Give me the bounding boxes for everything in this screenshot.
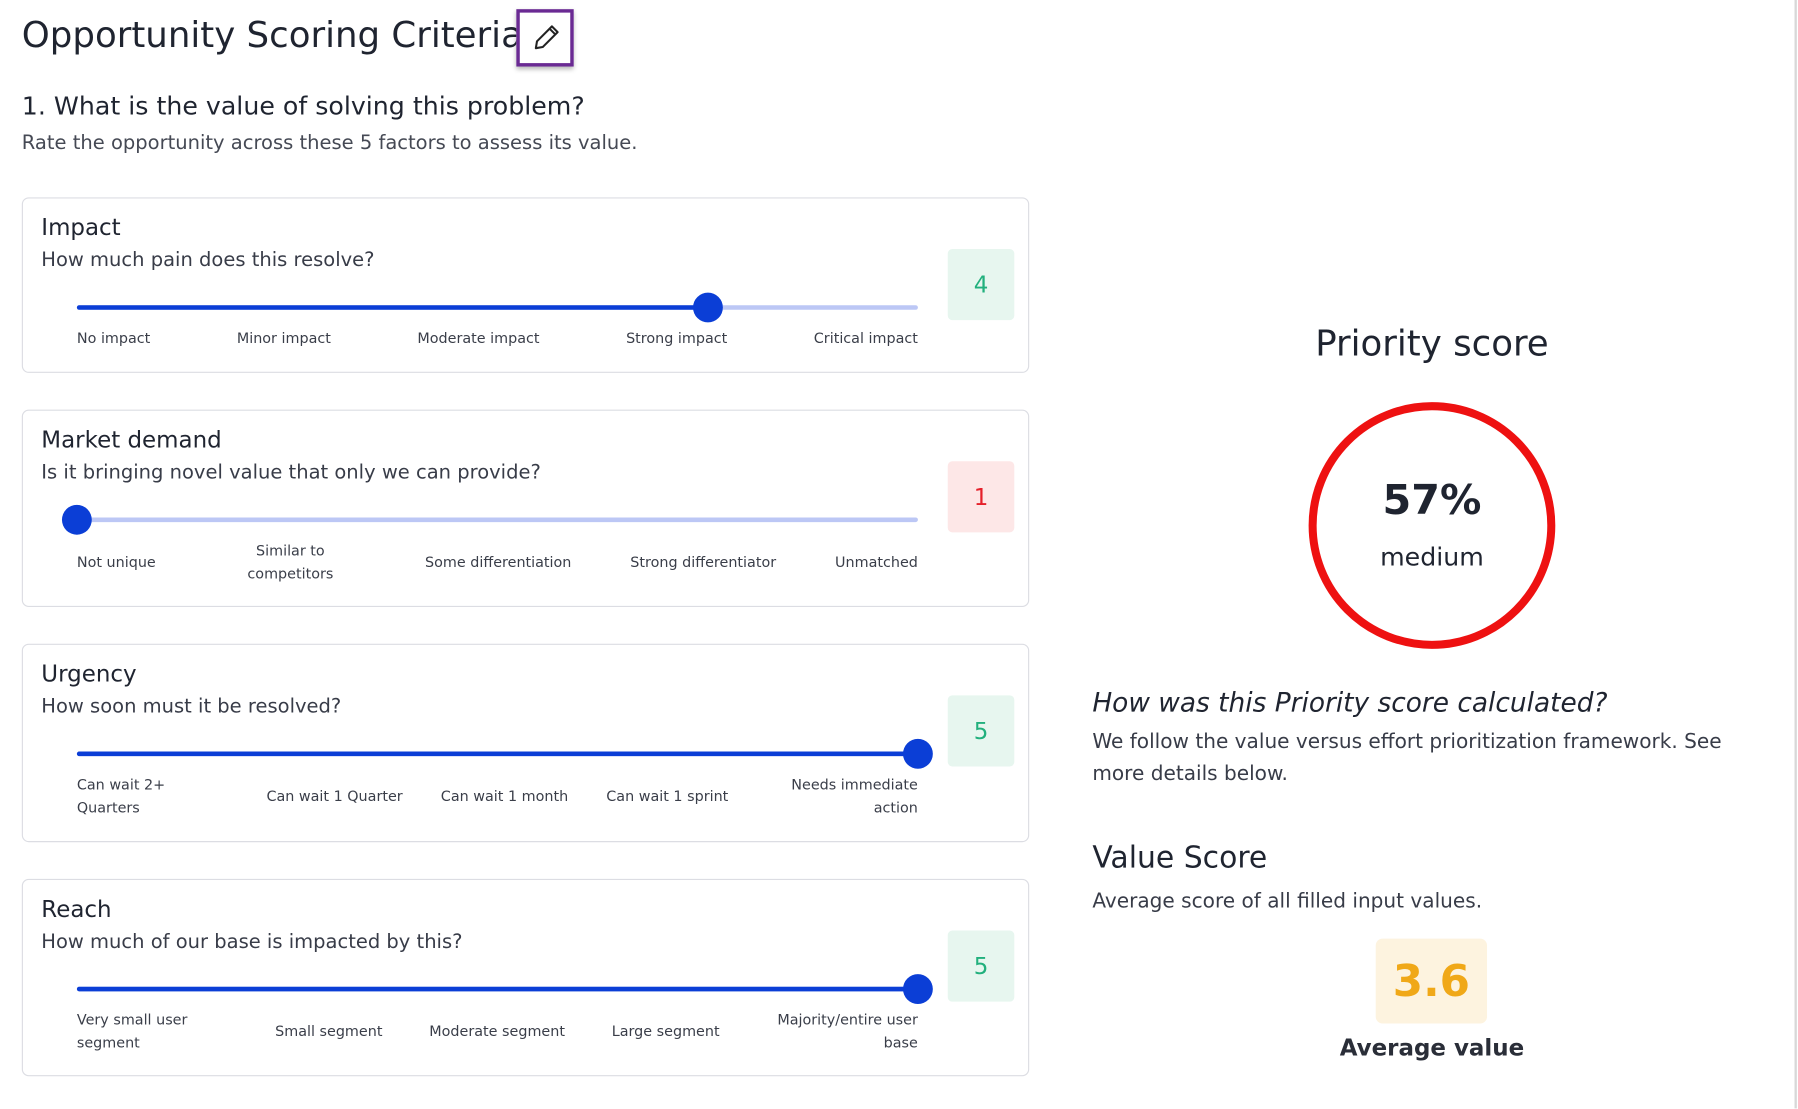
explanation-text: We follow the value versus effort priori… (1092, 730, 1722, 786)
slider-label: Strong impact (626, 329, 728, 347)
scrollbar (1794, 0, 1797, 1109)
factor-name: Impact (41, 213, 121, 241)
slider-label: Strong differentiator (630, 553, 777, 571)
explanation-heading: How was this Priority score calculated? (1092, 688, 1608, 719)
factor-score: 5 (947, 695, 1015, 767)
slider-label: Can wait 1 sprint (606, 787, 729, 805)
slider-thumb[interactable] (61, 504, 92, 535)
slider-track (61, 504, 918, 535)
factor-name: Market demand (41, 425, 222, 454)
slider-track (76, 738, 933, 769)
slider-fill (76, 305, 708, 310)
slider-label: Moderate impact (417, 329, 540, 347)
factor-card: Urgency How soon must it be resolved? Can … (21, 643, 1030, 843)
factor-question: Is it bringing novel value that only we … (41, 461, 541, 485)
slider-label: Needs immediate action (791, 775, 918, 816)
priority-ring (1308, 402, 1556, 649)
factor-name: Reach (41, 894, 112, 923)
slider-label: Not unique (76, 553, 156, 571)
value-score: 3.6 (1375, 938, 1488, 1024)
priority-level: medium (1380, 543, 1484, 573)
slider-label: Can wait 1 Quarter (266, 787, 403, 805)
factor-question: How soon must it be resolved? (41, 695, 342, 719)
slider-label: Majority/entire user base (777, 1010, 918, 1052)
priority-score: 57% (1382, 477, 1482, 525)
slider-thumb[interactable] (692, 292, 723, 323)
factor-score: 1 (947, 461, 1015, 533)
value-description: Average score of all filled input values… (1092, 890, 1483, 914)
slider-label: No impact (76, 329, 151, 347)
section-description: Rate the opportunity across these 5 fact… (21, 131, 638, 155)
section-heading: 1. What is the value of solving this pro… (21, 92, 585, 122)
factor-question: How much of our base is impacted by this… (41, 930, 463, 954)
slider-label: Some differentiation (425, 553, 572, 571)
slider-label: Similar to competitors (247, 541, 334, 582)
slider-label: Small segment (275, 1022, 383, 1040)
factor-score: 5 (947, 930, 1015, 1002)
slider-fill (76, 986, 918, 992)
slider-label: Large segment (611, 1022, 720, 1040)
value-heading: Value Score (1092, 841, 1268, 876)
slider-track (76, 292, 918, 323)
slider-label: Very small user segment (76, 1010, 188, 1052)
factor-card: Market demand Is it bringing novel value … (21, 409, 1030, 607)
edit-button[interactable] (516, 9, 574, 67)
slider-label: Can wait 1 month (440, 787, 569, 805)
priority-title: Priority score (1315, 323, 1549, 365)
slider-labels: Very small user segment Small segment Mode… (77, 1009, 918, 1055)
ring (1308, 402, 1556, 649)
slider-label: Critical impact (813, 329, 918, 347)
slider-track (76, 974, 933, 1004)
factor-card: Reach How much of our base is impacted by… (21, 878, 1030, 1077)
slider-labels: No impact Minor impact Moderate impact Stro… (77, 327, 918, 350)
slider-label: Minor impact (236, 329, 331, 347)
slider-labels: Not unique Similar to competitors Some dif… (77, 539, 918, 585)
pencil-icon (534, 25, 559, 50)
slider-label: Can wait 2+ Quarters (76, 775, 166, 816)
value-caption: Average value (1339, 1033, 1525, 1062)
factor-score: 4 (947, 248, 1015, 321)
slider-label: Moderate segment (429, 1022, 565, 1040)
slider-thumb[interactable] (903, 738, 933, 769)
factor-name: Urgency (41, 659, 137, 688)
factor-question: How much pain does this resolve? (41, 248, 375, 272)
factor-card: Impact How much pain does this resolve? No… (21, 197, 1030, 373)
slider-fill (76, 751, 918, 757)
page-title: Opportunity Scoring Criteria (21, 14, 523, 57)
slider-thumb[interactable] (903, 974, 933, 1004)
slider-labels: Can wait 2+ Quarters Can wait 1 Quarter Ca… (77, 773, 918, 819)
slider-label: Unmatched (835, 553, 918, 571)
